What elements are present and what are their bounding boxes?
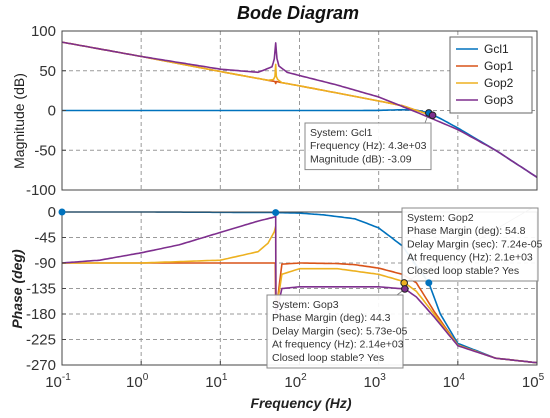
x-tick-label: 104: [443, 372, 466, 391]
magnitude-line-gcl1: [62, 108, 538, 178]
legend[interactable]: Gcl1 Gop1 Gop2 Gop3: [449, 36, 533, 114]
chart-title: Bode Diagram: [237, 3, 359, 23]
datatip-line: At frequency (Hz): 2.1e+03: [407, 252, 533, 264]
phase-series: [61, 211, 538, 364]
datatip-line: System: Gop3: [272, 299, 339, 311]
magnitude-line-gop1: [61, 41, 427, 115]
y-tick-label: -270: [26, 357, 56, 374]
y-tick-label: -45: [34, 230, 56, 247]
legend-label-gop3: Gop3: [484, 93, 514, 107]
legend-label-gcl1: Gcl1: [484, 42, 509, 56]
datatip-line: Delay Margin (sec): 7.24e-05: [407, 238, 543, 250]
magnitude-line-gop3: [61, 41, 538, 178]
legend-label-gop2: Gop2: [484, 76, 514, 90]
datatip-line: At frequency (Hz): 2.14e+03: [272, 339, 404, 351]
magnitude-line-gop2: [61, 41, 427, 115]
x-tick-label: 10-1: [45, 372, 71, 391]
datatip-line: Delay Margin (sec): 5.73e-05: [272, 325, 408, 337]
magnitude-y-label: Magnitude (dB): [11, 73, 27, 169]
magnitude-series: [61, 41, 538, 178]
x-tick-label: 105: [522, 372, 545, 391]
phase-y-label: Phase (deg): [9, 249, 25, 329]
y-tick-label: -180: [26, 306, 56, 323]
y-tick-label: 50: [39, 63, 56, 80]
datatip-line: System: Gcl1: [310, 127, 373, 139]
datatip-box: [401, 207, 539, 282]
datatip-line: Closed loop stable? Yes: [272, 352, 384, 364]
datatip-line: Magnitude (dB): -3.09: [310, 153, 412, 165]
y-tick-label: 100: [31, 23, 56, 40]
magnitude-y-ticks: 100 50 0 -50 -100: [26, 23, 66, 199]
x-tick-label: 102: [284, 372, 307, 391]
phase-panel: 0 -45 -90 -135 -180 -225 -270 10-1 100 101 102 103…: [9, 204, 545, 411]
datatip-marker: [401, 285, 409, 293]
phase-line-gop3: [61, 215, 538, 364]
y-tick-label: 0: [48, 204, 56, 221]
gcl1-phase-start-marker: [58, 208, 66, 216]
datatip-box: [304, 122, 432, 171]
x-tick-label: 103: [364, 372, 387, 391]
gcl1-phase-marker-2: [425, 279, 433, 287]
datatip-line: Phase Margin (deg): 54.8: [407, 225, 526, 237]
y-tick-label: -50: [34, 142, 56, 159]
datatip-line: Closed loop stable? Yes: [407, 265, 519, 277]
phase-x-ticks: 10-1 100 101 102 103 104 105: [45, 361, 545, 391]
gop3-crossover-marker: [428, 111, 437, 120]
y-tick-label: -135: [26, 281, 56, 298]
x-tick-label: 100: [126, 372, 149, 391]
y-tick-label: 0: [48, 103, 56, 120]
y-tick-label: -225: [26, 332, 56, 349]
datatip-box: [266, 294, 404, 369]
y-tick-label: -100: [26, 182, 56, 199]
legend-label-gop1: Gop1: [484, 59, 514, 73]
datatip-line: System: Gop2: [407, 212, 474, 224]
gcl1-phase-marker: [272, 209, 280, 217]
datatip-line: Phase Margin (deg): 44.3: [272, 312, 391, 324]
y-tick-label: -90: [34, 255, 56, 272]
x-tick-label: 101: [205, 372, 228, 391]
phase-y-ticks: 0 -45 -90 -135 -180 -225 -270: [26, 204, 66, 374]
datatip-line: Frequency (Hz): 4.3e+03: [310, 140, 427, 152]
x-axis-label: Frequency (Hz): [250, 395, 351, 411]
